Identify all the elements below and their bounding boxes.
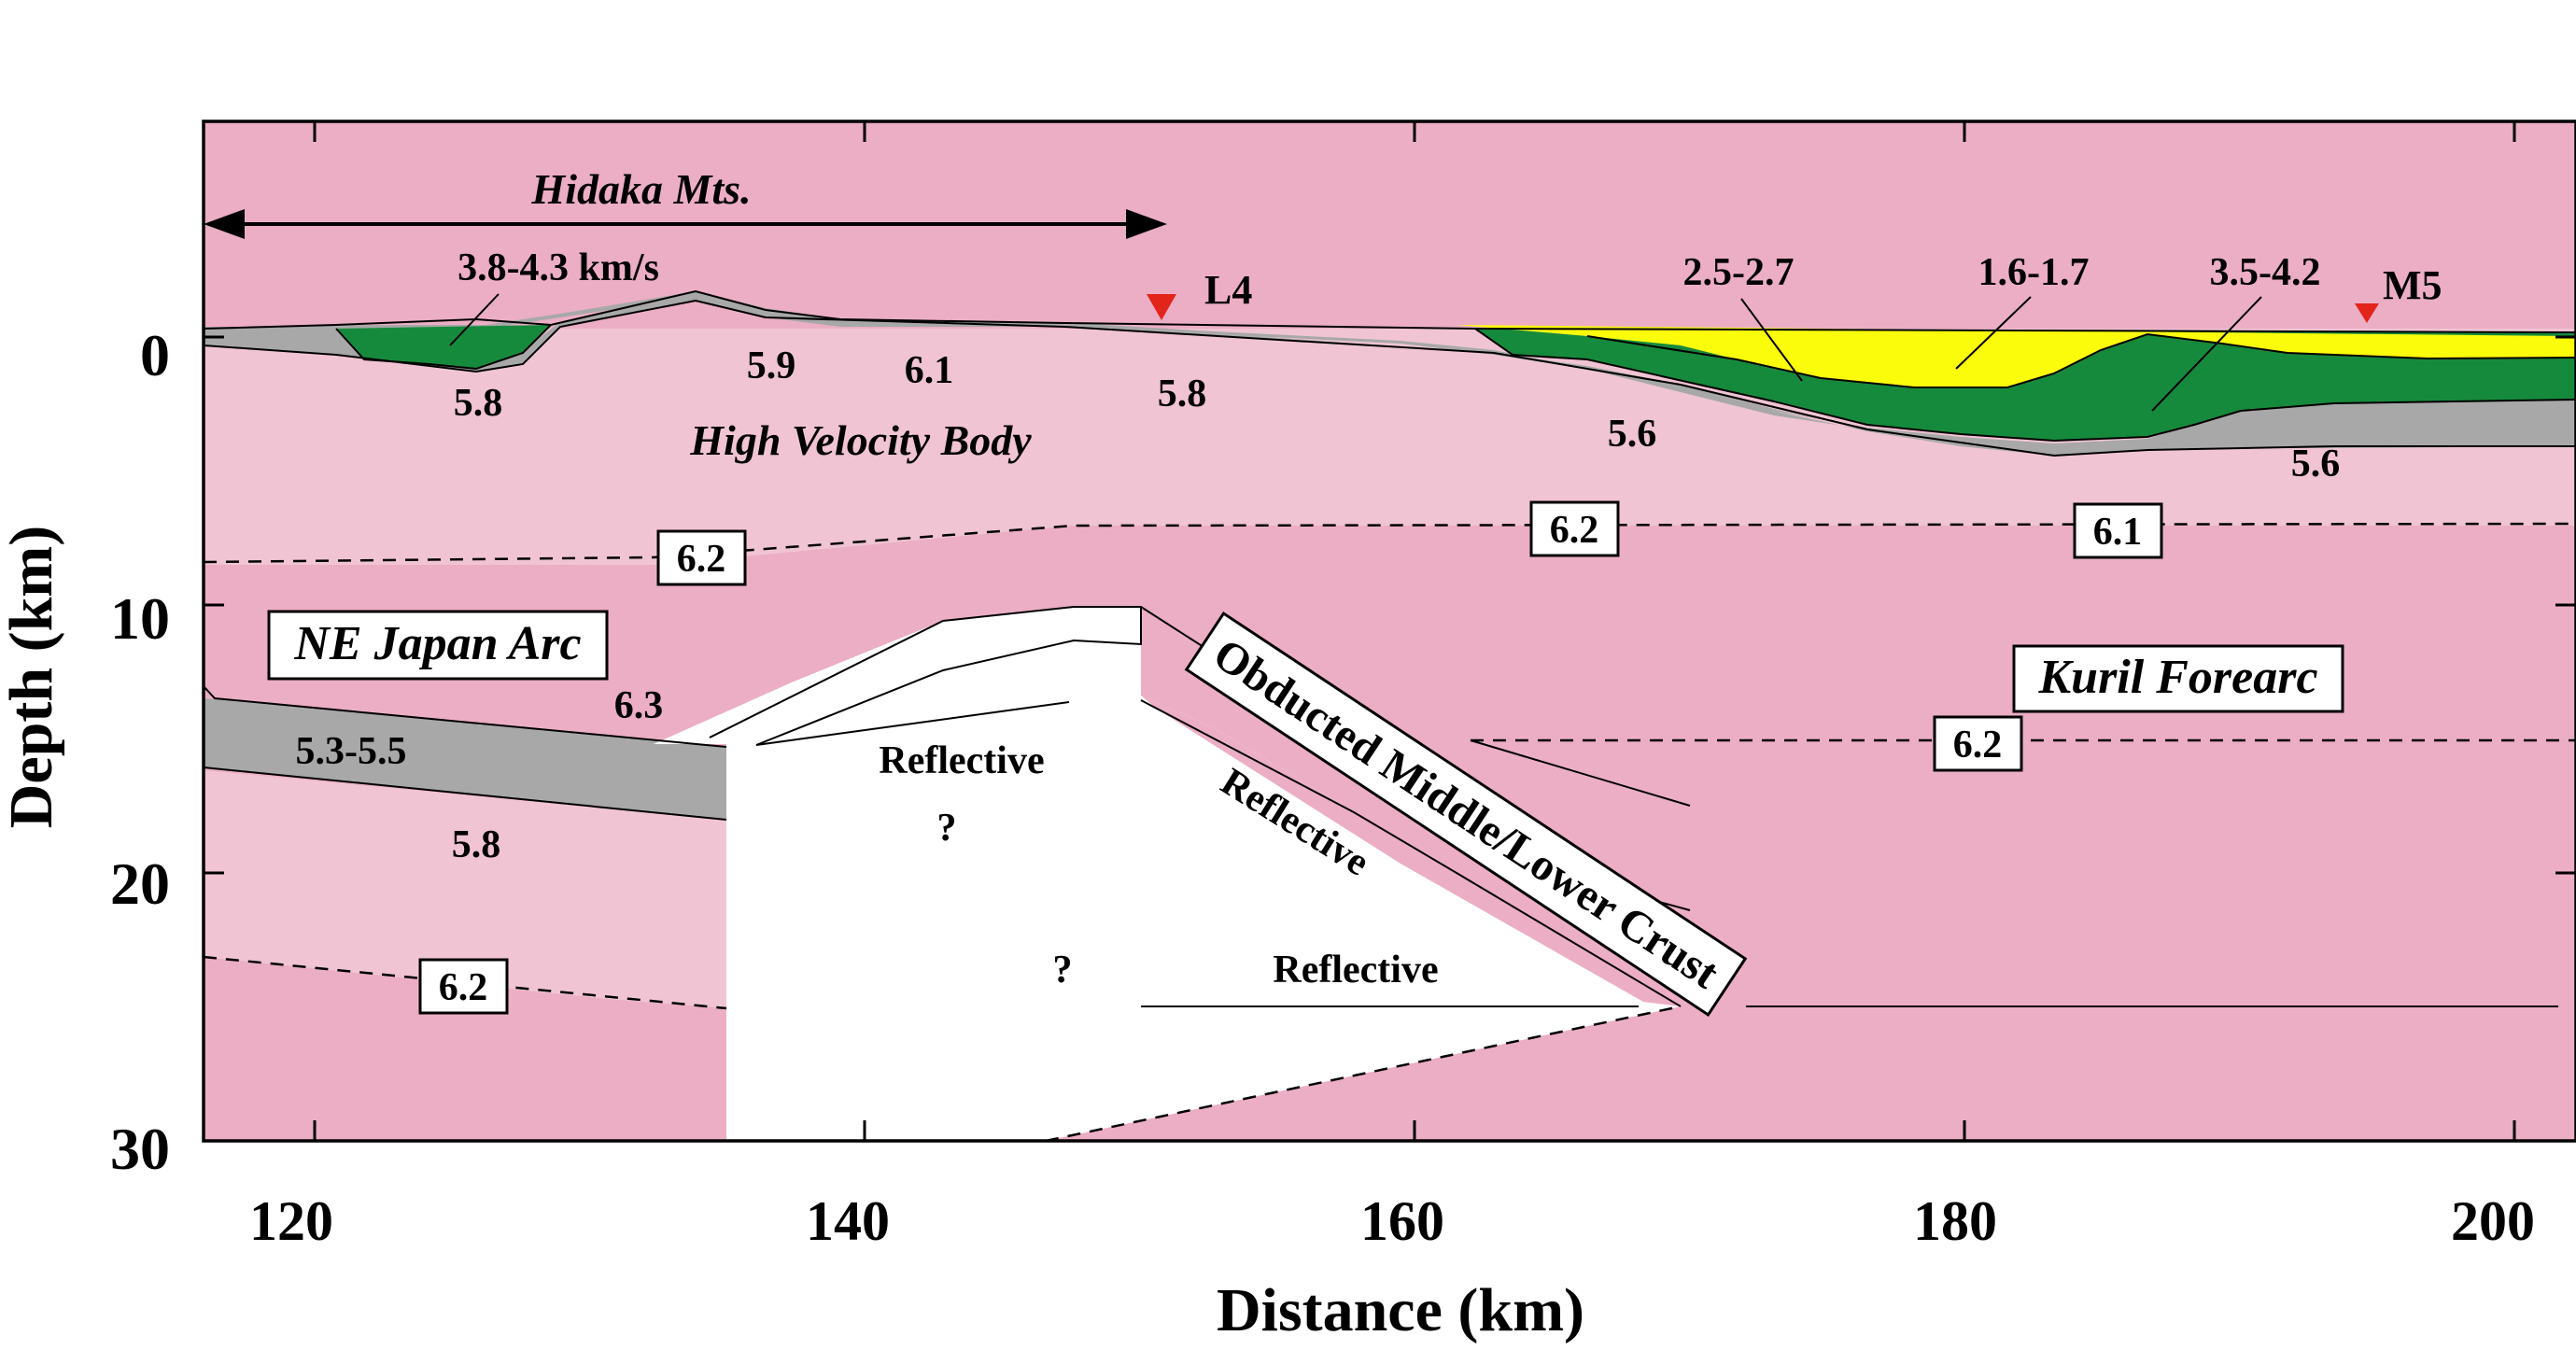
- svg-text:6.1: 6.1: [2093, 511, 2143, 554]
- x-tick-label: 140: [806, 1190, 890, 1252]
- velocity-label: 6.1: [905, 349, 954, 392]
- gray-surface-layer-top: [204, 291, 2576, 456]
- velocity-box-label: 6.1: [2073, 502, 2163, 559]
- plot-frame: [202, 120, 2576, 1143]
- x-tick-labels: 120 140 160 180 200: [249, 1190, 2535, 1252]
- kuril-forearc-label: Kuril Forearc: [2037, 651, 2317, 704]
- velocity-label: 5.3-5.5: [296, 730, 407, 773]
- velocity-label: 5.6: [1608, 413, 1657, 456]
- velocity-label: 5.8: [1158, 373, 1207, 415]
- yellow-sediment-layer: [1457, 325, 2576, 387]
- station-m5-label: M5: [2383, 262, 2442, 308]
- station-l4-marker: [1147, 294, 1176, 320]
- velocity-label: 6.3: [614, 684, 664, 727]
- velocity-label: 1.6-1.7: [1978, 251, 2090, 294]
- velocity-box-label: 6.2: [656, 529, 747, 586]
- svg-text:6.2: 6.2: [1550, 509, 1599, 552]
- y-tick-label: 10: [110, 585, 170, 652]
- velocity-label: 5.9: [747, 345, 796, 387]
- hidaka-label: Hidaka Mts.: [530, 165, 751, 213]
- velocity-label: 3.5-4.2: [2210, 251, 2321, 294]
- kuril-forearc-box: Kuril Forearc: [2012, 644, 2344, 713]
- y-tick-label: 30: [110, 1116, 170, 1182]
- lower-left-crust-layer: [204, 770, 726, 1008]
- leader-line: [1740, 298, 1803, 382]
- x-axis-title: Distance (km): [1217, 1276, 1584, 1344]
- velocity-label: 3.8-4.3 km/s: [457, 246, 659, 289]
- ne-japan-arc-box: NE Japan Arc: [267, 610, 609, 681]
- gray-dipping-layer: [204, 698, 726, 820]
- question-mark: ?: [1053, 949, 1073, 991]
- svg-text:6.2: 6.2: [439, 966, 488, 1009]
- ne-japan-arc-label: NE Japan Arc: [293, 617, 581, 670]
- hidaka-range-arrow: [204, 209, 1167, 239]
- velocity-box-label: 6.2: [1529, 500, 1620, 557]
- obducted-band-lower: [1141, 696, 1681, 1006]
- x-tick-label: 180: [1913, 1190, 1997, 1252]
- green-basin-left: [336, 325, 551, 369]
- high-velocity-body-label: High Velocity Body: [689, 416, 1032, 464]
- x-tick-label: 200: [2451, 1190, 2535, 1252]
- velocity-box-label: 6.2: [418, 958, 509, 1015]
- tick-marks: [204, 121, 2576, 1143]
- x-tick-label: 120: [249, 1190, 333, 1252]
- y-tick-label: 20: [110, 851, 170, 917]
- station-l4-label: L4: [1204, 267, 1252, 313]
- station-m5-marker: [2355, 303, 2379, 323]
- dashed-lines: [204, 522, 2576, 1141]
- velocity-label: 5.8: [452, 823, 501, 866]
- y-axis-title: Depth (km): [0, 526, 65, 829]
- question-mark: ?: [937, 807, 957, 850]
- velocity-model-layers: [204, 121, 2576, 1141]
- leader-line: [1955, 296, 2032, 370]
- velocity-label: 5.6: [2291, 443, 2341, 485]
- velocity-label: 2.5-2.7: [1683, 251, 1795, 294]
- svg-text:6.2: 6.2: [1953, 724, 2003, 766]
- velocity-box-label: 6.2: [1933, 715, 2023, 772]
- reflective-label: Reflective: [879, 739, 1044, 782]
- leader-line: [449, 293, 500, 346]
- x-tick-label: 160: [1360, 1190, 1444, 1252]
- y-tick-label: 0: [140, 322, 170, 388]
- velocity-label: 5.8: [454, 382, 503, 425]
- svg-text:6.2: 6.2: [677, 538, 726, 581]
- y-tick-labels: 0 10 20 30: [110, 322, 170, 1182]
- reflective-label: Reflective: [1273, 949, 1438, 991]
- leader-line: [2151, 296, 2262, 412]
